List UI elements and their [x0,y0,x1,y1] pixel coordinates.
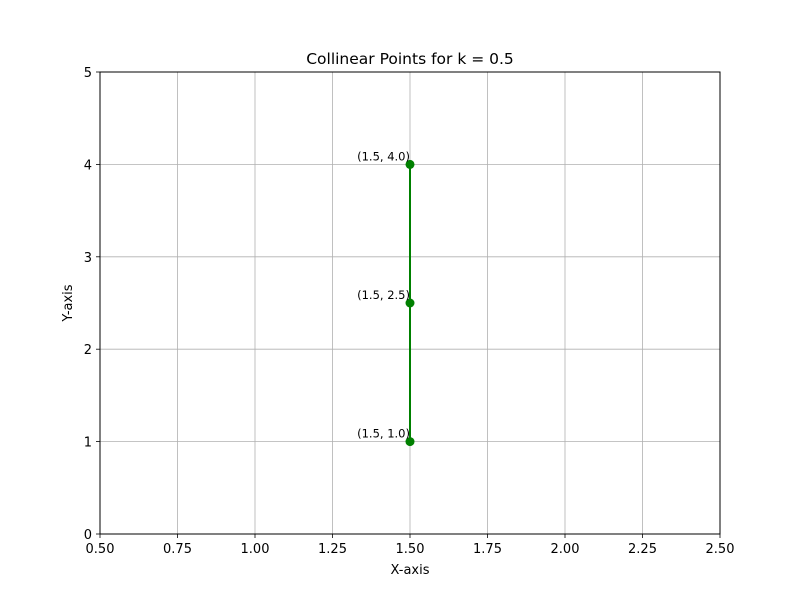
data-point-label: (1.5, 4.0) [357,149,410,163]
chart-title: Collinear Points for k = 0.5 [306,50,514,68]
data-point [405,298,415,308]
x-tick-label: 0.50 [86,542,115,557]
data-point-label: (1.5, 1.0) [357,427,410,441]
x-tick-label: 0.75 [163,542,192,557]
y-tick-label: 5 [84,66,92,81]
x-tick-label: 1.00 [241,542,270,557]
data-point-label: (1.5, 2.5) [357,288,410,302]
x-tick-label: 2.25 [628,542,657,557]
y-tick-label: 0 [84,528,92,543]
ticks: 0.50 0.75 1.00 1.25 1.50 1.75 2.00 2.25 2.50 0 1 2 3… [84,66,735,557]
x-tick-label: 1.75 [473,542,502,557]
x-tick-label: 1.25 [318,542,347,557]
x-tick-label: 2.50 [706,542,735,557]
x-tick-label: 1.50 [396,542,425,557]
x-tick-label: 2.00 [551,542,580,557]
y-tick-label: 3 [84,251,92,266]
y-tick-label: 1 [84,436,92,451]
y-axis-title: Y-axis [61,284,76,322]
data-point [405,159,415,169]
x-axis-title: X-axis [391,563,430,578]
y-tick-label: 2 [84,343,92,358]
y-tick-label: 4 [84,158,92,173]
series: (1.5, 1.0) (1.5, 2.5) (1.5, 4.0) [357,149,415,447]
data-point [405,437,415,447]
